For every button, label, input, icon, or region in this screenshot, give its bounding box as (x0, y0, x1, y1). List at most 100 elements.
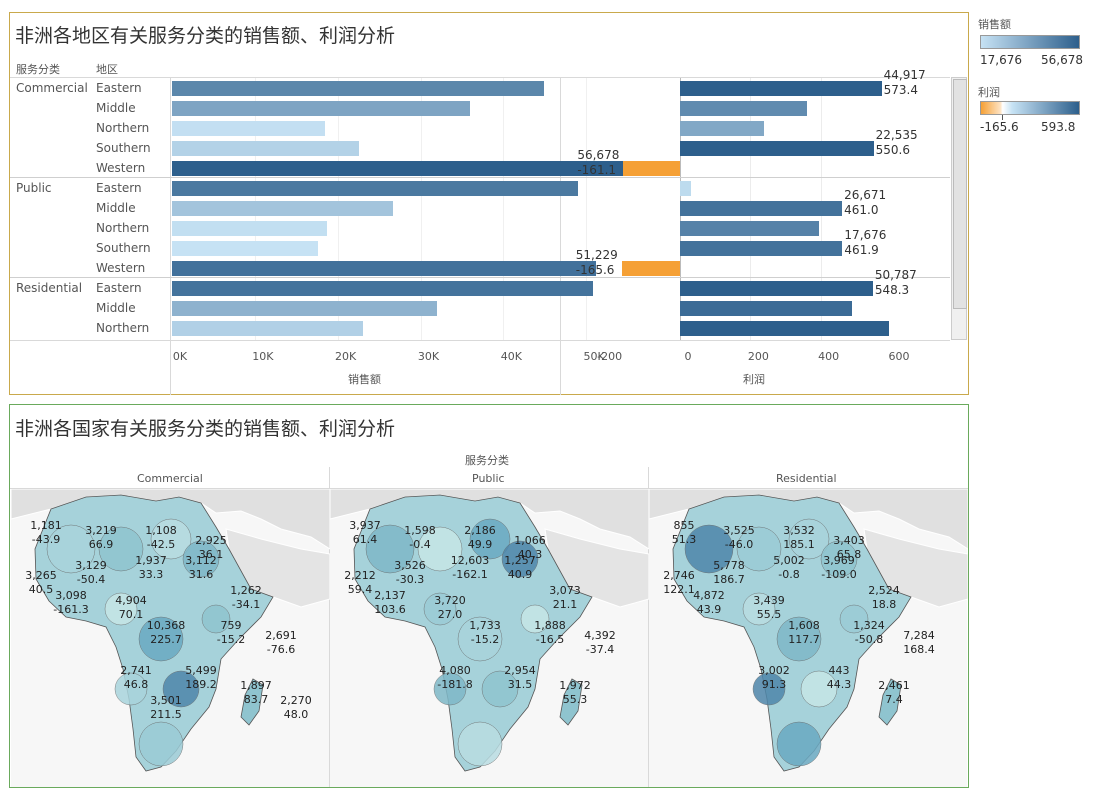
country-profit-label: -15.2 (217, 633, 245, 646)
region-label: Northern (96, 121, 150, 135)
profit-bar[interactable] (680, 121, 765, 136)
country-region[interactable] (776, 721, 822, 767)
sales-gridline (420, 78, 422, 340)
country-profit-label: 7.4 (885, 693, 903, 706)
country-region[interactable] (469, 518, 511, 560)
country-region[interactable] (138, 616, 184, 662)
profit-bar[interactable] (680, 101, 807, 116)
category-label: Residential (16, 281, 83, 295)
category-label: Commercial (16, 81, 88, 95)
country-profit-label: 43.9 (697, 603, 722, 616)
country-profit-label: 122.1 (663, 583, 695, 596)
country-region[interactable] (736, 526, 782, 572)
country-profit-label: 211.5 (150, 708, 182, 721)
country-region[interactable] (182, 540, 220, 578)
sales-bar[interactable] (172, 241, 319, 256)
country-region[interactable] (520, 604, 550, 634)
profit-bar[interactable] (680, 241, 843, 256)
sales-bar[interactable] (172, 281, 593, 296)
madagascar-region[interactable] (240, 678, 264, 726)
country-sales-label: 1,324 (853, 619, 885, 632)
facet-label-residential: Residential (776, 472, 837, 485)
country-profit-label: 103.6 (374, 603, 406, 616)
country-profit-label: 83.7 (244, 693, 269, 706)
country-profit-label: 46.8 (124, 678, 149, 691)
madagascar-region[interactable] (559, 678, 583, 726)
category-column-header: 服务分类 (16, 63, 60, 76)
country-region[interactable] (752, 672, 786, 706)
profit-bar[interactable] (680, 301, 853, 316)
chart-top-border (10, 77, 950, 78)
sales-bar[interactable] (172, 101, 471, 116)
sales-bar[interactable] (172, 301, 438, 316)
country-region[interactable] (800, 670, 838, 708)
country-region[interactable] (684, 524, 734, 574)
country-region[interactable] (201, 604, 231, 634)
country-sales-label: 2,925 (195, 534, 227, 547)
scrollbar-thumb[interactable] (953, 79, 967, 309)
sales-bar[interactable] (172, 221, 327, 236)
country-region[interactable] (98, 526, 144, 572)
profit-bar[interactable] (680, 321, 889, 336)
country-region[interactable] (839, 604, 869, 634)
country-sales-label: 10,368 (147, 619, 186, 632)
sales-bar[interactable] (172, 121, 326, 136)
sales-value-label: 22,535 (875, 128, 918, 142)
country-region[interactable] (820, 540, 858, 578)
country-sales-label: 1,897 (240, 679, 272, 692)
country-region[interactable] (423, 592, 457, 626)
country-profit-label: -76.6 (267, 643, 295, 656)
country-sales-label: 443 (829, 664, 850, 677)
sales-bar[interactable] (172, 141, 359, 156)
profit-bar[interactable] (680, 221, 819, 236)
profit-bar[interactable] (623, 161, 680, 176)
country-profit-label: -109.0 (821, 568, 856, 581)
country-region[interactable] (150, 518, 192, 560)
sales-bar[interactable] (172, 321, 363, 336)
country-region[interactable] (104, 592, 138, 626)
sales-gradient-swatch (980, 35, 1080, 49)
sales-tick-label: 30K (417, 350, 440, 363)
country-sales-label: 5,002 (773, 554, 805, 567)
country-region[interactable] (433, 672, 467, 706)
country-region[interactable] (114, 672, 148, 706)
profit-bar[interactable] (680, 141, 874, 156)
profit-bar[interactable] (680, 281, 873, 296)
sales-tick-label: 40K (500, 350, 522, 363)
sales-bar[interactable] (172, 81, 545, 96)
country-sales-label: 3,439 (753, 594, 785, 607)
profit-tick-label: 600 (888, 350, 910, 363)
profit-bar[interactable] (680, 81, 882, 96)
country-profit-label: 31.6 (189, 568, 214, 581)
vertical-scrollbar[interactable] (951, 77, 967, 340)
profit-bar[interactable] (621, 261, 680, 276)
country-region[interactable] (162, 670, 200, 708)
country-sales-label: 2,137 (374, 589, 406, 602)
facet-divider (329, 467, 330, 787)
country-region[interactable] (742, 592, 776, 626)
madagascar-region[interactable] (878, 678, 902, 726)
sales-bar[interactable] (172, 181, 578, 196)
country-sales-label: 3,937 (349, 519, 381, 532)
profit-bar[interactable] (680, 181, 691, 196)
country-region[interactable] (481, 670, 519, 708)
sales-bar[interactable] (172, 161, 642, 176)
sales-bar[interactable] (172, 201, 393, 216)
sales-value-label: 44,917 (883, 68, 926, 82)
country-region[interactable] (457, 721, 503, 767)
sales-bar[interactable] (172, 261, 597, 276)
country-region[interactable] (501, 540, 539, 578)
country-region[interactable] (46, 524, 96, 574)
country-region[interactable] (138, 721, 184, 767)
profit-bar[interactable] (680, 201, 843, 216)
country-region[interactable] (776, 616, 822, 662)
country-sales-label: 1,972 (559, 679, 591, 692)
country-region[interactable] (417, 526, 463, 572)
country-region[interactable] (788, 518, 830, 560)
country-profit-label: -50.8 (855, 633, 883, 646)
profit-legend-max: 593.8 (1041, 120, 1076, 134)
country-sales-label: 3,002 (758, 664, 790, 677)
sales-value-label: 50,787 (874, 268, 917, 282)
country-region[interactable] (457, 616, 503, 662)
country-region[interactable] (365, 524, 415, 574)
